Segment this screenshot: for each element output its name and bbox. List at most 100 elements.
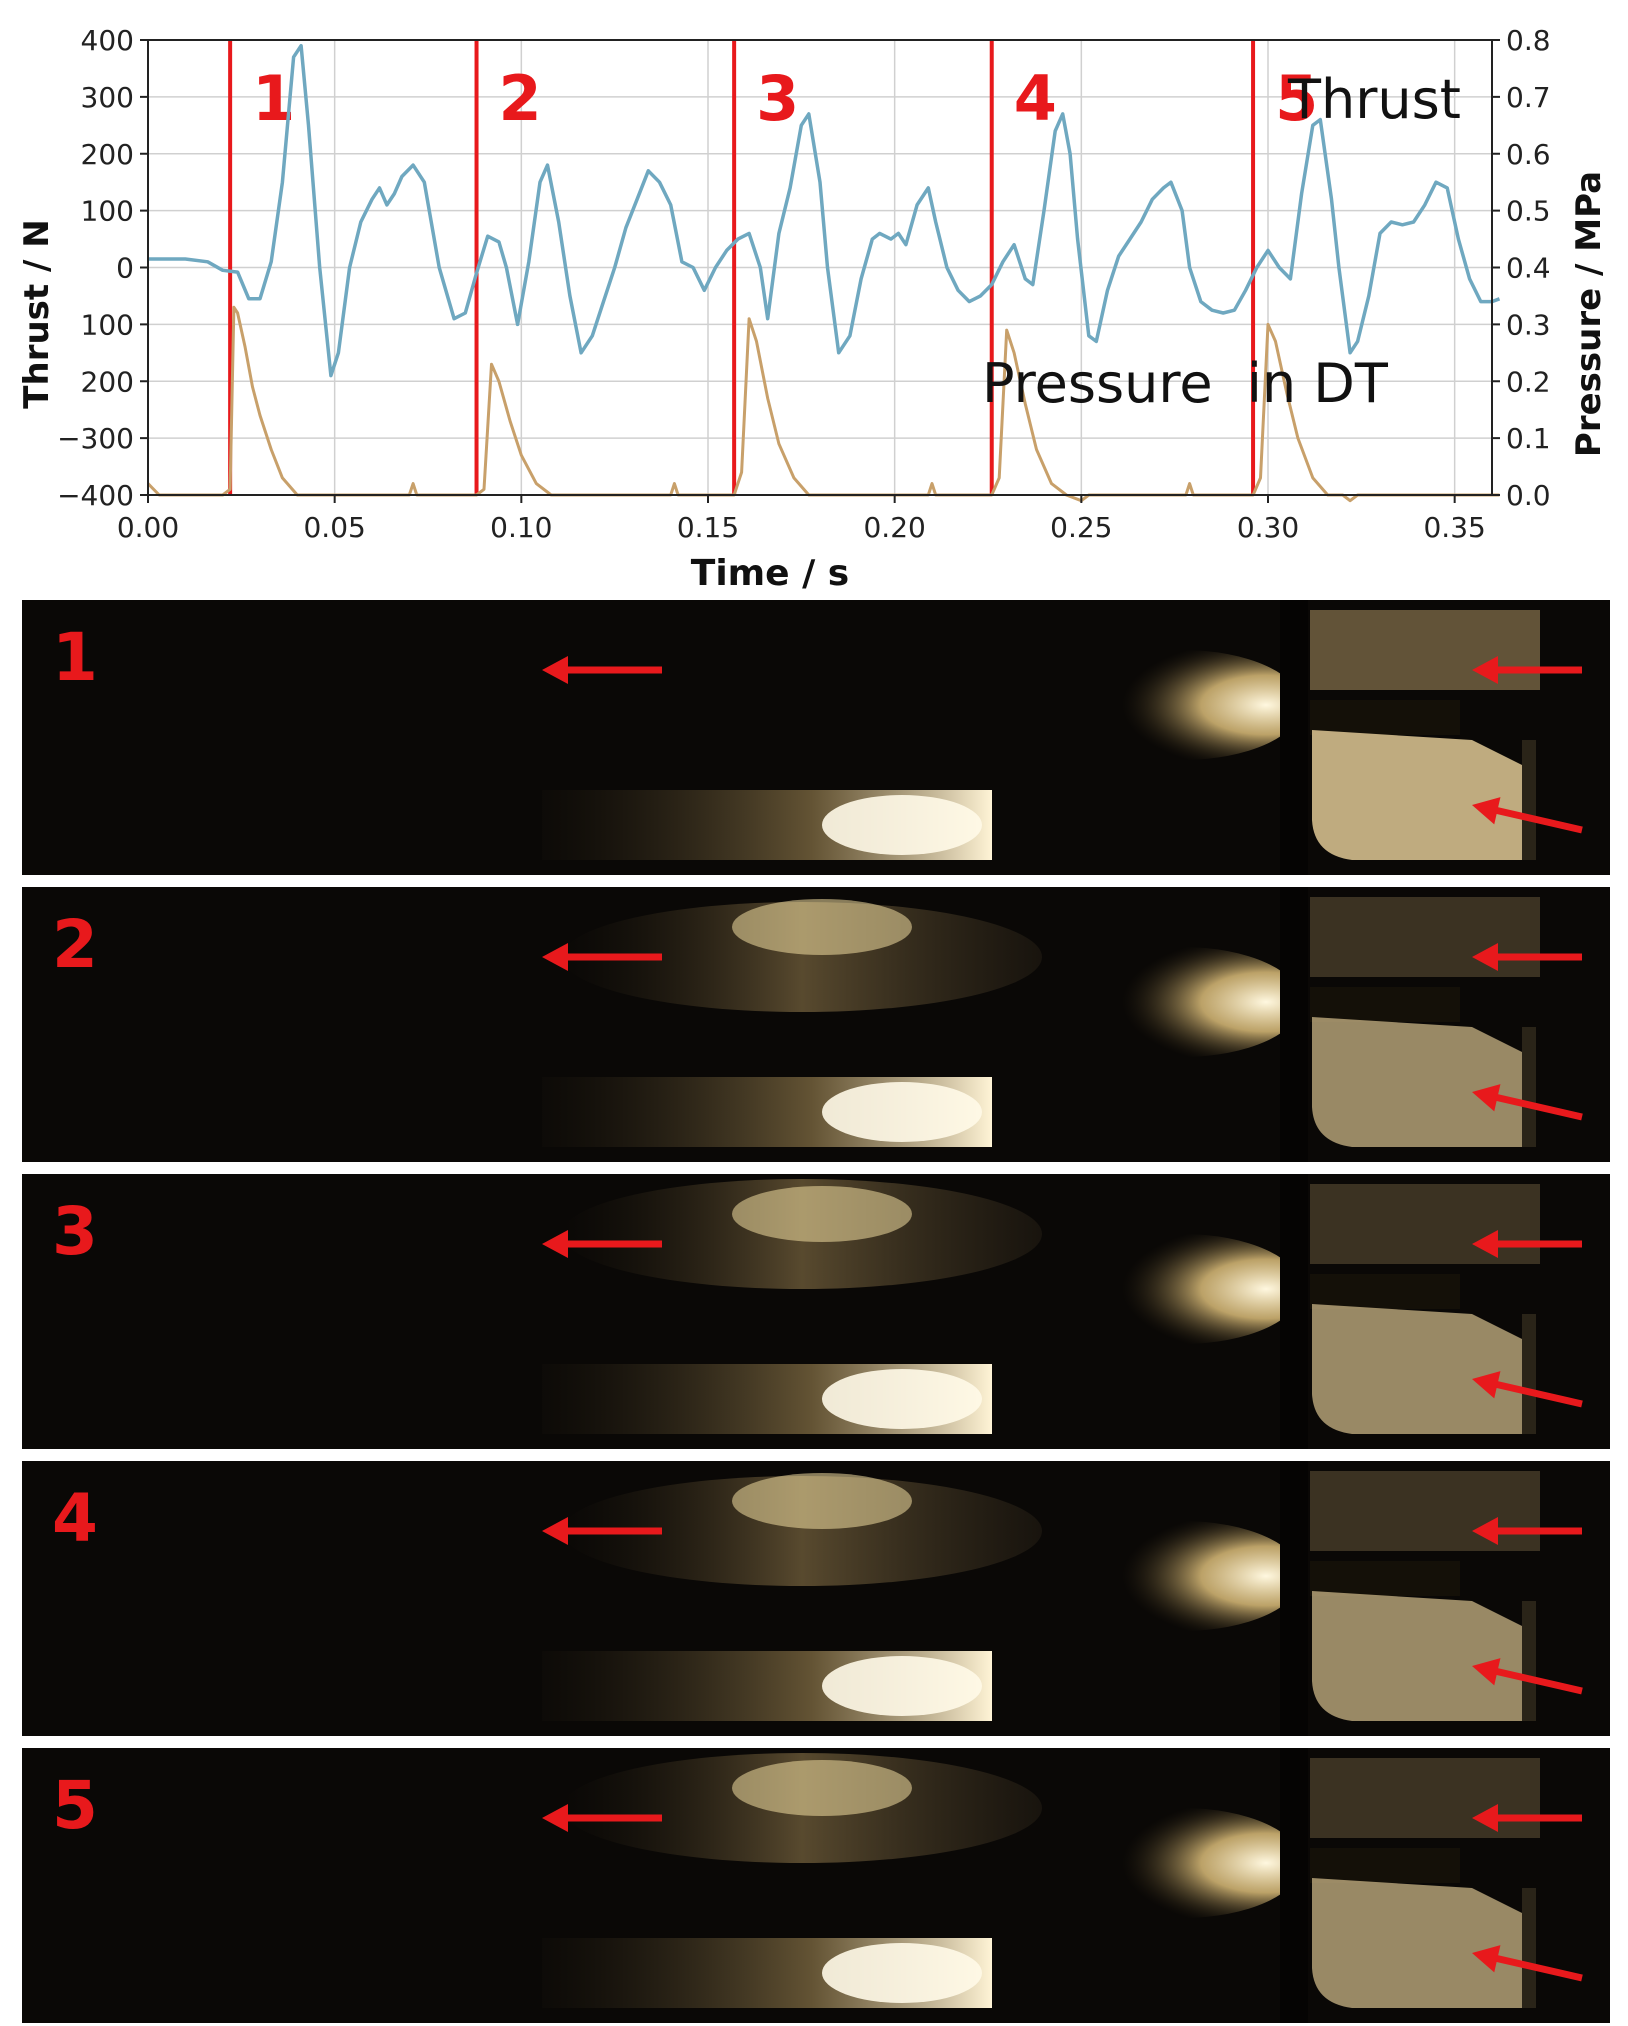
y-right-tick-label: 0.3	[1506, 308, 1551, 341]
camera-frame-3: 3	[22, 1174, 1610, 1449]
y-right-tick-label: 0.8	[1506, 24, 1551, 57]
right-edge-post	[1522, 1601, 1536, 1721]
right-lower-arrow-shaft	[1485, 1665, 1583, 1695]
y-right-tick-label: 0.6	[1506, 138, 1551, 171]
upper-flash	[732, 1473, 912, 1529]
series	[146, 43, 1501, 503]
x-tick-label: 0.00	[117, 511, 179, 544]
frame-label: 1	[52, 619, 98, 696]
y-right-tick-label: 0.4	[1506, 252, 1551, 285]
lower-hotspot	[822, 1943, 982, 2003]
y-axis-left-title: Thrust / N	[17, 219, 57, 408]
x-tick-label: 0.15	[677, 511, 739, 544]
upper-flow-region	[562, 1476, 1042, 1586]
thrust-series-line	[148, 43, 1501, 378]
right-dark-band	[1310, 1274, 1460, 1309]
left-arrow-head	[542, 656, 568, 684]
right-lower-arrow-shaft	[1485, 1091, 1583, 1121]
right-upper-chamber	[1310, 1471, 1540, 1551]
right-upper-arrow-head	[1472, 943, 1498, 971]
y-right-tick-label: 0.2	[1506, 365, 1551, 398]
divider-bar	[1280, 1748, 1308, 2023]
right-lower-arrow-shaft	[1485, 804, 1583, 834]
y-left-tick-label: 200	[81, 365, 134, 398]
camera-frames: 1 2 3 4 5	[0, 600, 1628, 2026]
frame-label: 4	[52, 1480, 98, 1557]
left-arrow-head	[542, 1517, 568, 1545]
camera-frame-2: 2	[22, 887, 1610, 1162]
y-right-tick-label: 0.5	[1506, 195, 1551, 228]
y-left-tick-label: 400	[81, 24, 134, 57]
right-edge-post	[1522, 1027, 1536, 1147]
right-upper-arrow-head	[1472, 1230, 1498, 1258]
right-lower-chamber	[1312, 1017, 1522, 1147]
plot-frame	[147, 39, 1493, 496]
middle-glow	[1062, 1234, 1302, 1344]
right-upper-arrow-head	[1472, 656, 1498, 684]
y-left-tick-label: 100	[81, 308, 134, 341]
right-lower-chamber	[1312, 730, 1522, 860]
middle-glow	[1062, 1521, 1302, 1631]
x-tick-label: 0.30	[1237, 511, 1299, 544]
frame-label: 2	[52, 906, 98, 983]
x-tick-label: 0.35	[1423, 511, 1485, 544]
y-axis-right-title: Pressure / MPa	[1569, 171, 1609, 457]
event-label-3: 3	[756, 62, 799, 135]
pressure-series-label: Pressure in DT	[982, 352, 1389, 415]
camera-frame-4: 4	[22, 1461, 1610, 1736]
pressure-series-line	[146, 305, 1500, 503]
right-lower-arrow-head	[1472, 797, 1501, 825]
right-lower-chamber	[1312, 1591, 1522, 1721]
right-upper-arrow-head	[1472, 1804, 1498, 1832]
lower-hotspot	[822, 1082, 982, 1142]
right-upper-chamber	[1310, 1758, 1540, 1838]
y-left-tick-label: 100	[81, 195, 134, 228]
left-arrow-head	[542, 1230, 568, 1258]
x-tick-label: 0.20	[863, 511, 925, 544]
y-right-tick-label: 0.0	[1506, 479, 1551, 512]
frame-label: 5	[52, 1767, 98, 1844]
lower-hotspot	[822, 1656, 982, 1716]
y-left-tick-label: 200	[81, 138, 134, 171]
left-arrow-head	[542, 1804, 568, 1832]
right-edge-post	[1522, 1888, 1536, 2008]
right-lower-arrow-head	[1472, 1658, 1501, 1686]
middle-glow	[1062, 650, 1302, 760]
x-tick-label: 0.25	[1050, 511, 1112, 544]
upper-flow-region	[562, 902, 1042, 1012]
upper-flash	[732, 899, 912, 955]
right-lower-chamber	[1312, 1878, 1522, 2008]
y-left-tick-label: 0	[116, 252, 134, 285]
right-dark-band	[1310, 1561, 1460, 1596]
divider-bar	[1280, 887, 1308, 1162]
right-edge-post	[1522, 1314, 1536, 1434]
axes: 0.00 0.05 0.10 0.15 0.20 0.25 0.30 0.3540030020…	[57, 24, 1550, 544]
thrust-series-label: Thrust	[1287, 68, 1461, 131]
y-right-tick-label: 0.7	[1506, 81, 1551, 114]
right-lower-arrow-shaft	[1485, 1378, 1583, 1408]
divider-bar	[1280, 1461, 1308, 1736]
right-dark-band	[1310, 700, 1460, 735]
frame-label: 3	[52, 1193, 98, 1270]
right-lower-chamber	[1312, 1304, 1522, 1434]
right-upper-chamber	[1310, 1184, 1540, 1264]
x-tick-label: 0.10	[490, 511, 552, 544]
right-edge-post	[1522, 740, 1536, 860]
left-arrow-head	[542, 943, 568, 971]
event-label-4: 4	[1014, 62, 1057, 135]
lower-hotspot	[822, 795, 982, 855]
right-lower-arrow-head	[1472, 1945, 1501, 1973]
upper-flash	[732, 1186, 912, 1242]
y-right-tick-label: 0.1	[1506, 422, 1551, 455]
right-dark-band	[1310, 987, 1460, 1022]
chart-background	[0, 0, 1628, 600]
camera-frame-5: 5	[22, 1748, 1610, 2023]
y-left-tick-label: −400	[57, 479, 134, 512]
right-lower-arrow-head	[1472, 1084, 1501, 1112]
upper-flash	[732, 1760, 912, 1816]
right-upper-chamber	[1310, 610, 1540, 690]
x-tick-label: 0.05	[303, 511, 365, 544]
middle-glow	[1062, 947, 1302, 1057]
